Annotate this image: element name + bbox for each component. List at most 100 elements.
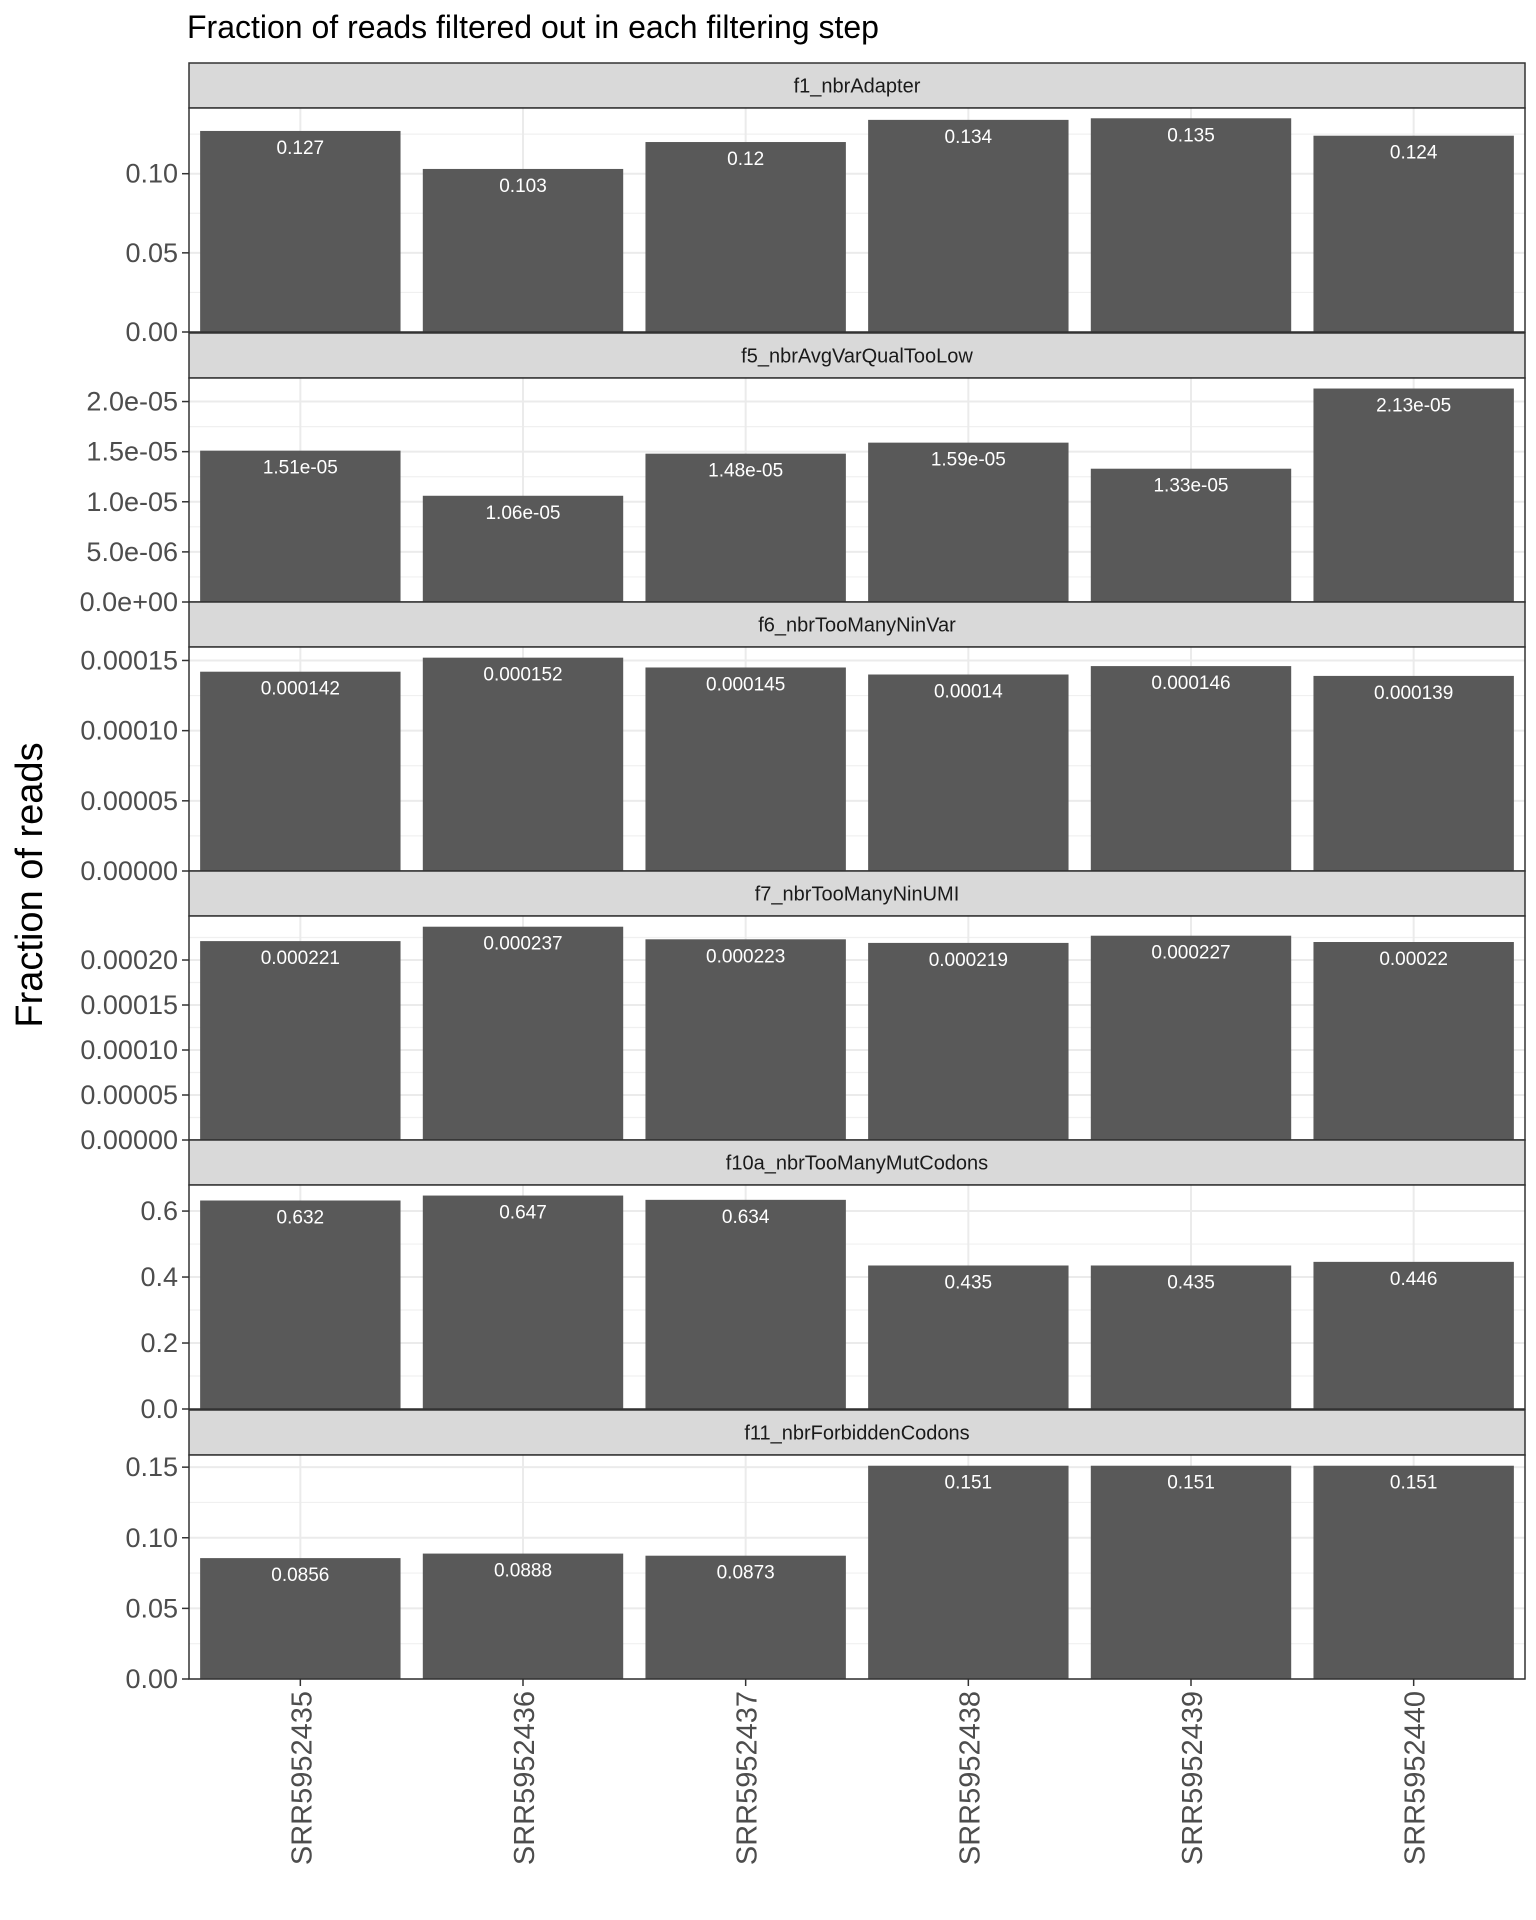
bar-SRR5952436 [422, 1195, 624, 1409]
y-tick-label: 0.05 [125, 238, 178, 268]
bar-value-label: 0.000139 [1374, 683, 1453, 704]
facet-strip-label: f5_nbrAvgVarQualTooLow [741, 346, 973, 368]
bar-value-label: 0.00014 [934, 682, 1003, 703]
x-tick-label: SRR5952437 [732, 1691, 764, 1865]
y-tick-label: 0.0 [140, 1394, 178, 1424]
bar-SRR5952437 [645, 939, 846, 1140]
y-axis-label: Fraction of reads [9, 742, 51, 1027]
bar-SRR5952436 [422, 657, 624, 871]
bar-SRR5952440 [1313, 1261, 1514, 1409]
bar-SRR5952435 [200, 1558, 401, 1679]
bar-value-label: 0.000152 [483, 665, 562, 686]
y-tick-label: 0.4 [140, 1262, 178, 1292]
y-tick-label: 0.6 [140, 1196, 178, 1226]
y-tick-label: 2.0e-05 [86, 387, 178, 417]
y-tick-label: 0.00000 [80, 856, 178, 886]
bar-value-label: 0.103 [499, 176, 547, 197]
bar-value-label: 0.000227 [1151, 943, 1230, 964]
facet-strip-label: f10a_nbrTooManyMutCodons [726, 1153, 988, 1175]
facet-strip [188, 332, 1526, 379]
bar-SRR5952439 [1090, 468, 1292, 602]
bar-SRR5952437 [645, 453, 846, 602]
bar-value-label: 0.000142 [261, 679, 340, 700]
y-tick-label: 0.00020 [80, 945, 178, 975]
y-tick-label: 0.00010 [80, 1035, 178, 1065]
panel-background [189, 108, 1525, 332]
panel-f10a_nbrTooManyMutCodons: f10a_nbrTooManyMutCodons 0.632 0.647 0.634 0… [140, 1139, 1526, 1424]
bar-SRR5952440 [1313, 675, 1514, 871]
panel-f5_nbrAvgVarQualTooLow: f5_nbrAvgVarQualTooLow 1.51e-05 1.06e-05 1.… [80, 332, 1526, 617]
x-axis: SRR5952435 SRR5952436 SRR5952437 SRR5952438… [286, 1679, 1432, 1865]
y-tick-label: 0.0e+00 [80, 587, 178, 617]
bar-value-label: 0.00022 [1379, 949, 1448, 970]
bar-SRR5952435 [200, 941, 401, 1140]
y-tick-label: 0.10 [125, 1523, 178, 1553]
y-tick-label: 1.0e-05 [86, 487, 178, 517]
bar-value-label: 0.435 [945, 1272, 993, 1293]
bar-value-label: 0.435 [1167, 1272, 1215, 1293]
facet-strip-label: f11_nbrForbiddenCodons [744, 1423, 969, 1445]
bar-value-label: 0.647 [499, 1203, 547, 1224]
y-tick-label: 0.00 [125, 317, 178, 347]
bar-value-label: 1.33e-05 [1153, 476, 1228, 497]
panel-background [189, 378, 1525, 602]
bar-value-label: 1.06e-05 [485, 503, 560, 524]
bar-value-label: 0.000145 [706, 674, 785, 695]
bar-value-label: 0.12 [727, 149, 764, 170]
bar-SRR5952439 [1090, 118, 1292, 332]
bar-SRR5952438 [868, 1265, 1069, 1409]
y-tick-label: 0.2 [140, 1328, 178, 1358]
bar-value-label: 0.446 [1390, 1269, 1438, 1290]
panel-border [188, 1454, 1526, 1680]
bar-SRR5952435 [200, 130, 401, 332]
panel-f11_nbrForbiddenCodons: f11_nbrForbiddenCodons 0.0856 0.0888 0.0873… [125, 1409, 1526, 1694]
facet-strip [188, 62, 1526, 109]
panel-border [188, 107, 1526, 333]
y-tick-label: 0.00 [125, 1664, 178, 1694]
panels-group: f1_nbrAdapter 0.127 0.103 0.12 0.134 0.135 0.1… [80, 62, 1526, 1694]
bar-SRR5952436 [422, 1553, 624, 1679]
bar-SRR5952436 [422, 168, 624, 332]
bar-SRR5952437 [645, 1555, 846, 1679]
y-tick-label: 0.05 [125, 1593, 178, 1623]
panel-f1_nbrAdapter: f1_nbrAdapter 0.127 0.103 0.12 0.134 0.135 0.1… [125, 62, 1526, 347]
bar-SRR5952435 [200, 671, 401, 871]
y-tick-label: 0.00000 [80, 1125, 178, 1155]
bar-SRR5952438 [868, 942, 1069, 1140]
bar-value-label: 0.000223 [706, 946, 785, 967]
y-tick-label: 0.00015 [80, 990, 178, 1020]
bar-SRR5952440 [1313, 942, 1514, 1140]
y-tick-label: 0.00010 [80, 716, 178, 746]
y-tick-label: 5.0e-06 [86, 537, 178, 567]
bar-SRR5952438 [868, 674, 1069, 871]
x-tick-label: SRR5952440 [1400, 1691, 1432, 1865]
x-tick-label: SRR5952436 [509, 1691, 541, 1865]
bar-value-label: 0.151 [1167, 1473, 1215, 1494]
y-tick-label: 0.10 [125, 159, 178, 189]
x-tick-label: SRR5952435 [286, 1691, 318, 1865]
bar-SRR5952440 [1313, 135, 1514, 332]
facet-strip-label: f7_nbrTooManyNinUMI [755, 884, 960, 906]
bar-value-label: 0.0888 [494, 1561, 552, 1582]
bar-SRR5952439 [1090, 666, 1292, 871]
y-tick-label: 0.15 [125, 1452, 178, 1482]
panel-background [189, 1455, 1525, 1679]
panel-f6_nbrTooManyNinVar: f6_nbrTooManyNinVar 0.000142 0.000152 0.000… [80, 601, 1526, 886]
bar-value-label: 1.59e-05 [931, 450, 1006, 471]
y-tick-label: 0.00015 [80, 645, 178, 675]
bar-SRR5952437 [645, 667, 846, 871]
x-tick-label: SRR5952439 [1177, 1691, 1209, 1865]
facet-strip [188, 1139, 1526, 1186]
bar-value-label: 0.0856 [271, 1565, 329, 1586]
bar-SRR5952440 [1313, 388, 1514, 602]
y-tick-label: 1.5e-05 [86, 437, 178, 467]
bar-SRR5952437 [645, 142, 846, 332]
bar-value-label: 1.48e-05 [708, 461, 783, 482]
bar-value-label: 0.000237 [483, 934, 562, 955]
bar-value-label: 0.127 [277, 138, 325, 159]
bar-SRR5952438 [868, 442, 1069, 602]
bar-value-label: 0.135 [1167, 125, 1215, 146]
bar-value-label: 0.151 [1390, 1473, 1438, 1494]
